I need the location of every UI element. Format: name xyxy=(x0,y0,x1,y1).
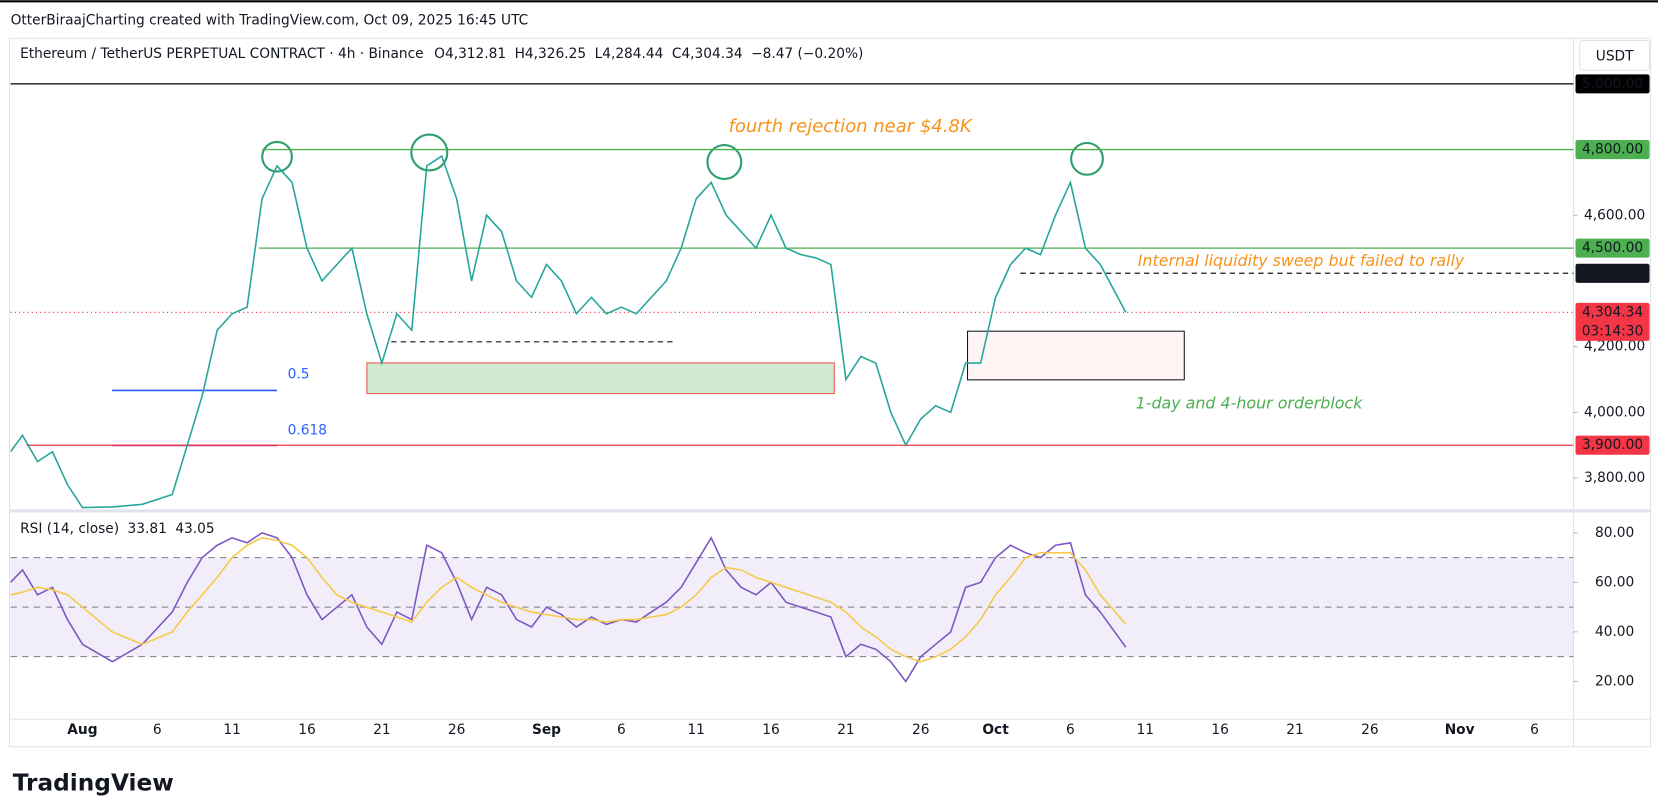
x-tick-label: 26 xyxy=(1361,722,1378,738)
y-tick-label: 4,200.00 xyxy=(1584,339,1645,355)
ohlc-value: 4,326.25 xyxy=(525,46,586,62)
series-line xyxy=(10,531,1127,683)
x-tick-label: 11 xyxy=(223,722,240,738)
orderblock xyxy=(966,330,1185,381)
x-tick-label: Aug xyxy=(67,722,97,738)
frame xyxy=(8,37,1652,748)
legend-value: 33.81 xyxy=(128,521,167,537)
y-tick-label: 4,000.00 xyxy=(1584,404,1645,420)
x-tick-label: 26 xyxy=(448,722,465,738)
level-label: 4,423.33 xyxy=(1582,265,1643,281)
y-tick-label: 4,600.00 xyxy=(1584,207,1645,223)
x-tick-label: 21 xyxy=(373,722,390,738)
level-label: 5,000.00 xyxy=(1582,76,1643,92)
level-badge xyxy=(1575,74,1650,94)
annotation: fourth rejection near $4.8K xyxy=(729,116,973,137)
currency-box[interactable] xyxy=(1579,39,1651,71)
ohlc-key: L xyxy=(595,46,603,62)
x-tick-label: 6 xyxy=(1530,722,1539,738)
ohlc-value: 4,304.34 xyxy=(681,46,742,62)
fib-label: 0.618 xyxy=(288,423,327,439)
rejection-circle xyxy=(261,140,293,173)
y-tick-label: 20.00 xyxy=(1595,673,1634,689)
level-badge xyxy=(1575,435,1650,455)
level-badge xyxy=(1575,302,1650,341)
series-line xyxy=(10,537,1127,663)
rejection-circle xyxy=(410,133,449,172)
y-tick-label: 60.00 xyxy=(1595,574,1634,590)
ohlc-key: C xyxy=(672,46,682,62)
x-tick-label: 16 xyxy=(1211,722,1228,738)
x-tick-label: 16 xyxy=(762,722,779,738)
y-tick-label: 80.00 xyxy=(1595,525,1634,541)
price-pane xyxy=(10,154,1127,509)
x-tick-label: 11 xyxy=(1137,722,1154,738)
level-label: 3,900.00 xyxy=(1582,437,1643,453)
y-tick-label: 3,800.00 xyxy=(1584,470,1645,486)
level-badge xyxy=(1575,238,1650,258)
annotation: 1-day and 4-hour orderblock xyxy=(1136,394,1364,413)
logo: TradingView xyxy=(13,769,174,796)
level-label: 4,304.34 xyxy=(1582,304,1643,320)
x-tick-label: Nov xyxy=(1445,722,1475,738)
level-label: 4,800.00 xyxy=(1582,142,1643,158)
rejection-circle xyxy=(1070,141,1104,176)
rsi-title: RSI (14, close) xyxy=(20,521,119,537)
annotation: Internal liquidity sweep but failed to r… xyxy=(1138,251,1465,270)
fib-label: 0.5 xyxy=(288,367,310,383)
x-tick-label: 16 xyxy=(298,722,315,738)
countdown: 03:14:30 xyxy=(1582,323,1644,339)
x-tick-label: 6 xyxy=(153,722,162,738)
level-badge xyxy=(1575,140,1650,160)
x-tick-label: 6 xyxy=(1066,722,1075,738)
legend-value: 43.05 xyxy=(175,521,214,537)
x-tick-label: Sep xyxy=(532,722,561,738)
rejection-circle xyxy=(706,144,743,181)
ohlc-value: 4,312.81 xyxy=(445,46,506,62)
ohlc-value: 4,284.44 xyxy=(602,46,663,62)
x-tick-label: Oct xyxy=(982,722,1009,738)
x-tick-label: 6 xyxy=(617,722,626,738)
x-tick-label: 21 xyxy=(1286,722,1303,738)
ohlc-key: O xyxy=(434,46,445,62)
ohlc-key: H xyxy=(515,46,525,62)
x-tick-label: 21 xyxy=(837,722,854,738)
x-tick-label: 26 xyxy=(912,722,929,738)
x-tick-label: 11 xyxy=(687,722,704,738)
level-badge xyxy=(1575,263,1650,283)
y-tick-label: 40.00 xyxy=(1595,624,1634,640)
caption: OtterBiraajCharting created with Trading… xyxy=(11,12,529,28)
currency: USDT xyxy=(1596,48,1634,64)
symbol-title: Ethereum / TetherUS PERPETUAL CONTRACT ·… xyxy=(20,46,424,62)
ohlc: O 4,312.81 H 4,326.25 L 4,284.44 C 4,304.34 −8.4… xyxy=(434,46,863,62)
series-line xyxy=(10,154,1127,509)
demand-zone xyxy=(366,362,835,395)
ohlc-change: −8.47 (−0.20%) xyxy=(751,46,863,62)
level-label: 4,500.00 xyxy=(1582,240,1643,256)
